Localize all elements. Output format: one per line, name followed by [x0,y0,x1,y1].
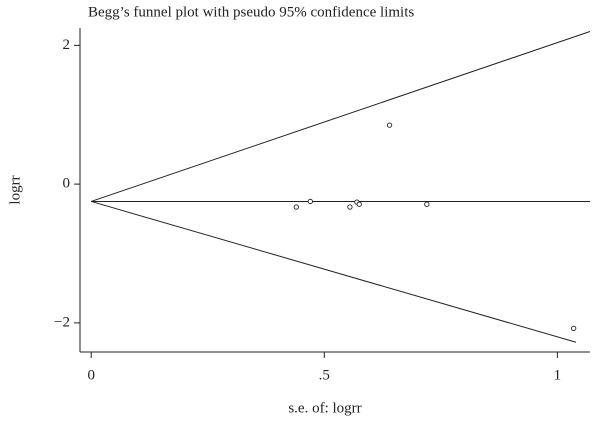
y-tick-label: −2 [54,314,70,330]
x-tick-label: 1 [554,367,562,383]
data-point [571,325,577,332]
reference-line [91,200,577,343]
data-point [424,201,430,207]
y-tick-label: 2 [63,37,71,53]
x-tick-label: .5 [319,367,330,383]
data-point [356,201,362,207]
y-tick-label: 0 [63,176,71,192]
x-axis-label: s.e. of: logrr [288,400,361,416]
reference-line [91,30,591,202]
y-axis-label: logrr [7,175,23,204]
data-point [293,204,299,210]
x-tick-label: 0 [87,367,95,383]
data-point [386,122,393,128]
data-point [307,198,313,205]
data-point [347,204,353,210]
chart-title: Begg’s funnel plot with pseudo 95% confi… [88,4,414,20]
